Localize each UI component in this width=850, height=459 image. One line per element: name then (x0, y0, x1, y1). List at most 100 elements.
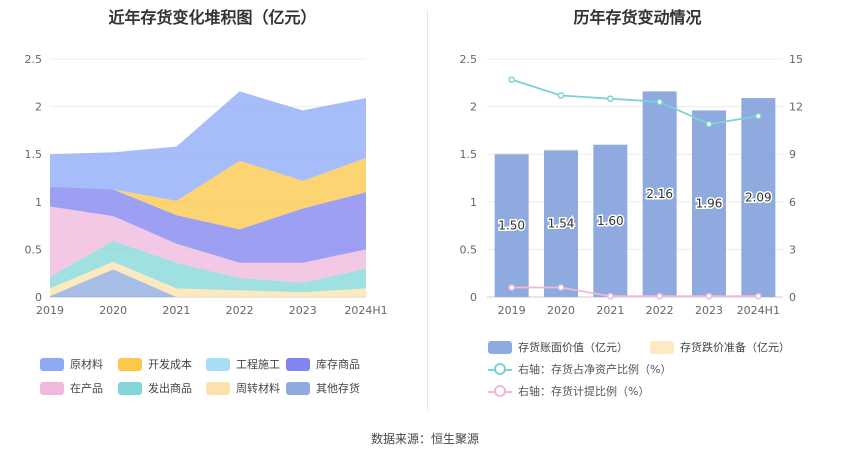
legend-swatch (286, 357, 310, 371)
y2-tick-label: 6 (789, 196, 796, 209)
x-tick-label: 2024H1 (737, 304, 780, 317)
line-point (508, 284, 516, 291)
line-point (606, 292, 614, 300)
line-point (557, 284, 565, 291)
x-tick-label: 2019 (36, 304, 64, 317)
legend-swatch (40, 357, 64, 371)
legend-label: 在产品 (70, 382, 103, 395)
x-tick-label: 2020 (99, 304, 127, 317)
y2-tick-label: 0 (789, 291, 796, 304)
right-chart-title: 历年存货变动情况 (573, 8, 702, 27)
bar-data-label: 1.60 (597, 214, 624, 228)
legend-item-库存商品[interactable]: 库存商品 (286, 356, 378, 372)
line-marker-icon (488, 385, 512, 397)
bar-impairment (544, 149, 578, 151)
bar-line-chart: 0 0.5 1 1.5 2 2.5 0 3 6 9 12 15 2019 2020 2021 2022 2023… (460, 53, 804, 317)
legend-item-工程施工[interactable]: 工程施工 (206, 356, 286, 372)
x-tick-label: 2023 (695, 304, 723, 317)
bar-book-value (692, 110, 726, 298)
line-marker-icon (488, 363, 512, 375)
x-tick-label: 2022 (646, 304, 674, 317)
line-net-asset-ratio (511, 78, 759, 125)
legend-label: 库存商品 (316, 358, 360, 371)
legend-item-开发成本[interactable]: 开发成本 (118, 356, 206, 372)
y-tick-label: 0 (35, 291, 42, 304)
legend-item-impairment[interactable]: 存货跌价准备（亿元） (650, 339, 790, 355)
y2-tick-label: 9 (789, 148, 796, 161)
x-tick-label: 2024H1 (344, 304, 387, 317)
legend-item-发出商品[interactable]: 发出商品 (118, 380, 206, 396)
y-tick-label: 0.5 (460, 243, 478, 256)
legend-label: 右轴：存货占净资产比例（%） (518, 363, 672, 376)
area-开发成本 (50, 158, 366, 230)
y2-tick-label: 12 (789, 101, 803, 114)
legend-label: 发出商品 (148, 382, 192, 395)
y-tick-label: 2.5 (25, 53, 43, 66)
bar-book-value (544, 150, 578, 297)
y-tick-label: 1.5 (25, 148, 43, 161)
line-point (557, 92, 565, 99)
area-原材料 (50, 91, 366, 201)
y-tick-label: 0 (470, 291, 477, 304)
legend-item-net-asset-ratio[interactable]: 右轴：存货占净资产比例（%） (488, 358, 838, 380)
book-value-swatch (488, 340, 512, 354)
bar-book-value (741, 98, 776, 297)
line-point (656, 98, 664, 106)
legend-item-在产品[interactable]: 在产品 (40, 380, 118, 396)
legend-swatch (118, 357, 142, 371)
legend-item-周转材料[interactable]: 周转材料 (206, 380, 286, 396)
bar-book-value (642, 91, 677, 297)
bar-book-value (494, 154, 529, 297)
legend-item-book-value[interactable]: 存货账面价值（亿元） (488, 339, 628, 355)
y2-tick-label: 15 (789, 53, 803, 66)
area-发出商品 (50, 240, 366, 293)
x-tick-label: 2020 (547, 304, 575, 317)
right-chart-legend: 存货账面价值（亿元） 存货跌价准备（亿元） 右轴：存货占净资产比例（%） 右轴：… (488, 336, 838, 402)
legend-item-provision-ratio[interactable]: 右轴：存货计提比例（%） (488, 380, 838, 402)
line-point (705, 292, 713, 300)
area-库存商品 (50, 186, 366, 263)
y-tick-label: 1.5 (460, 148, 478, 161)
bar-book-value (593, 144, 628, 297)
y-tick-label: 2 (470, 101, 477, 114)
legend-label: 右轴：存货计提比例（%） (518, 385, 650, 398)
y2-tick-label: 3 (789, 243, 796, 256)
line-point (656, 292, 664, 300)
x-tick-label: 2021 (596, 304, 624, 317)
bar-data-label: 1.96 (696, 197, 723, 211)
left-chart-title: 近年存货变化堆积图（亿元） (108, 8, 317, 27)
legend-swatch (206, 381, 230, 395)
legend-item-原材料[interactable]: 原材料 (40, 356, 118, 372)
x-tick-label: 2022 (226, 304, 254, 317)
impairment-swatch (650, 340, 674, 354)
legend-swatch (40, 381, 64, 395)
legend-label: 其他存货 (316, 382, 360, 395)
area-其他存货 (50, 269, 366, 297)
y-tick-label: 2 (35, 101, 42, 114)
legend-label: 原材料 (70, 358, 103, 371)
line-point (508, 76, 516, 83)
legend-label: 开发成本 (148, 358, 192, 371)
legend-swatch (286, 381, 310, 395)
bar-data-label: 1.50 (498, 219, 525, 233)
x-tick-label: 2023 (289, 304, 317, 317)
line-point (754, 112, 762, 120)
area-周转材料 (50, 261, 366, 297)
right-legend-row-bars: 存货账面价值（亿元） 存货跌价准备（亿元） (488, 336, 838, 358)
legend-item-其他存货[interactable]: 其他存货 (286, 380, 378, 396)
legend-swatch (206, 357, 230, 371)
y-tick-label: 1 (470, 196, 477, 209)
line-point (754, 292, 762, 300)
legend-label: 存货账面价值（亿元） (518, 341, 628, 354)
y-tick-label: 1 (35, 196, 42, 209)
left-chart-legend: 原材料 开发成本 工程施工 库存商品在产品 发出商品 周转材料 其他存货 (40, 356, 420, 396)
bar-line-chart-panel: 历年存货变动情况 0 0.5 1 1.5 2 2.5 0 3 6 9 12 15 2019 2020 202… (425, 0, 850, 420)
legend-label: 工程施工 (236, 358, 280, 371)
x-tick-label: 2021 (162, 304, 190, 317)
panel-divider (427, 10, 428, 410)
legend-swatch (118, 381, 142, 395)
bar-data-label: 2.09 (745, 191, 772, 205)
area-在产品 (50, 206, 366, 283)
legend-label: 存货跌价准备（亿元） (680, 341, 790, 354)
bar-data-label: 1.54 (548, 217, 575, 231)
